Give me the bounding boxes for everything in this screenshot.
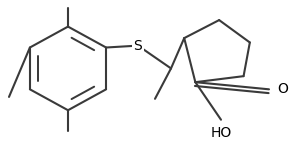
Text: HO: HO — [210, 126, 232, 140]
Text: S: S — [133, 39, 142, 53]
Text: O: O — [277, 82, 288, 96]
